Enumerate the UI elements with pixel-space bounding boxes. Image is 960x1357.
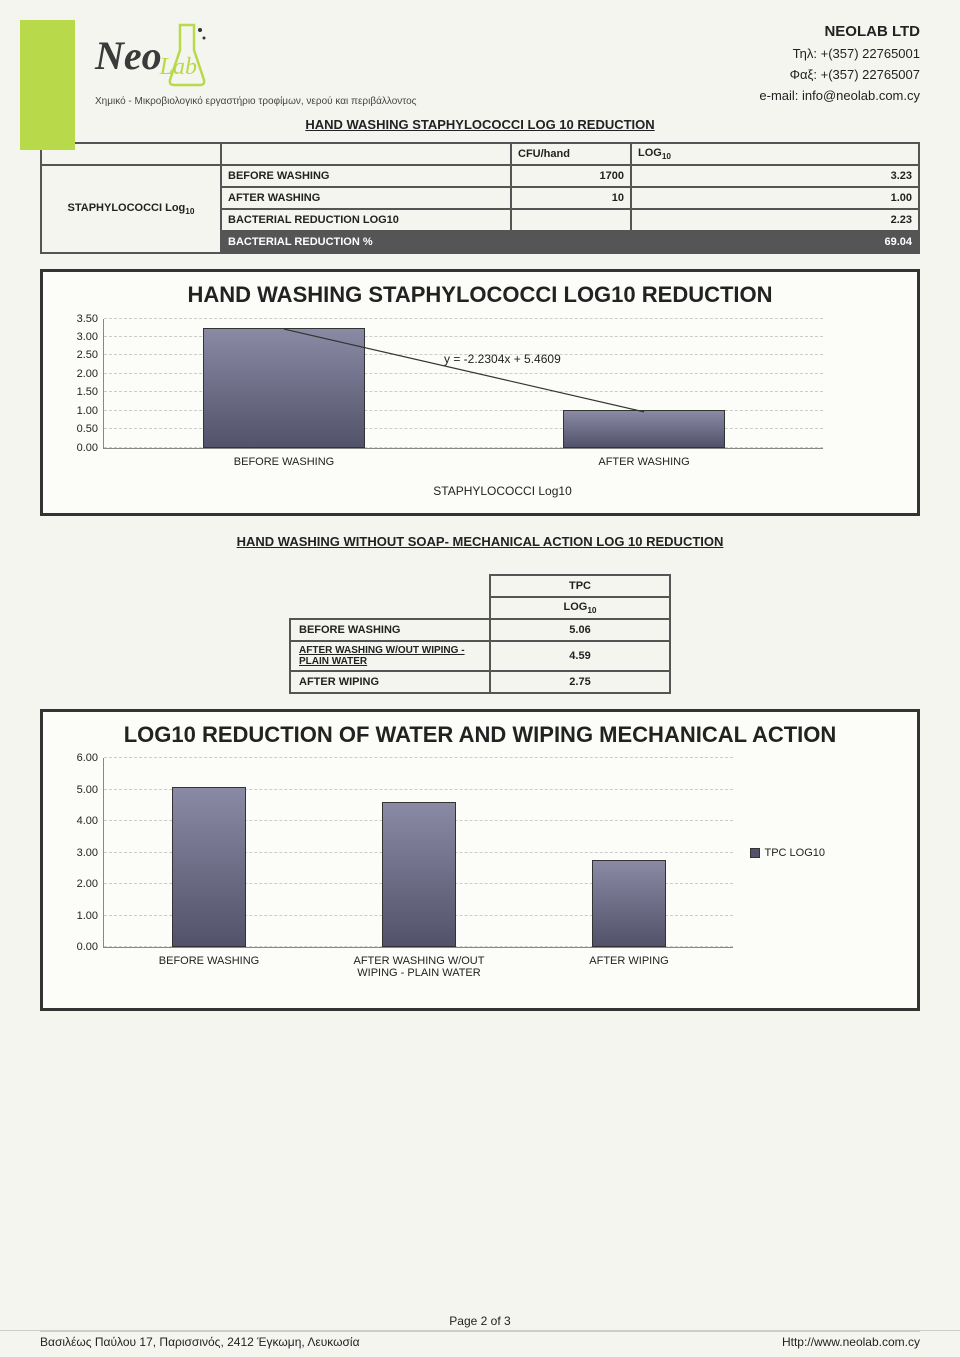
chart2-ytick: 0.00 [77,941,104,953]
chart2-ytick: 2.00 [77,878,104,890]
chart2-legend-label: TPC LOG10 [764,847,825,859]
logo-neo: Neo [95,32,162,79]
table2-r2-val: 2.75 [490,671,670,693]
table1: CFU/hand LOG10 STAPHYLOCOCCI Log10 BEFOR… [40,142,920,254]
chart2-legend-swatch [750,848,760,858]
chart2-bar [172,787,246,947]
table2-col1: TPC [490,575,670,597]
chart1-ytick: 3.00 [77,331,104,343]
chart2-bar [382,802,456,947]
table2-r0-val: 5.06 [490,619,670,641]
company-info: NEOLAB LTD Τηλ: +(357) 22765001 Φαξ: +(3… [759,20,920,107]
logo-area: Neo Lab Χημικό - Μικροβιολογικό εργαστήρ… [95,20,416,107]
chart1-xtick: AFTER WASHING [574,448,714,468]
chart1-title: HAND WASHING STAPHYLOCOCCI LOG10 REDUCTI… [58,282,902,308]
table1-r1-cfu: 10 [511,187,631,209]
company-tel: Τηλ: +(357) 22765001 [759,44,920,65]
table1-r1-label: AFTER WASHING [221,187,511,209]
logo: Neo Lab [95,20,416,90]
table1-r1-log: 1.00 [631,187,919,209]
table1-r3-log: 69.04 [631,231,919,253]
chart2-box: LOG10 REDUCTION OF WATER AND WIPING MECH… [40,709,920,1011]
chart2-ytick: 5.00 [77,784,104,796]
footer-url: Http://www.neolab.com.cy [782,1335,920,1349]
table1-r0-log: 3.23 [631,165,919,187]
chart2-gridline [104,757,733,758]
chart2-ytick: 4.00 [77,815,104,827]
footer-address: Βασιλέως Παύλου 17, Παρισσινός, 2412 Έγκ… [40,1335,360,1349]
section2-title: HAND WASHING WITHOUT SOAP- MECHANICAL AC… [40,534,920,549]
chart2-ytick: 1.00 [77,910,104,922]
chart1-ytick: 1.50 [77,386,104,398]
table2-r2-label: AFTER WIPING [290,671,490,693]
tagline: Χημικό - Μικροβιολογικό εργαστήριο τροφί… [95,96,416,107]
table2-col2: LOG10 [490,597,670,619]
table1-col1: CFU/hand [518,148,570,160]
table2-r1-val: 4.59 [490,641,670,671]
logo-lab: Lab [160,54,197,81]
chart1-ytick: 3.50 [77,313,104,325]
header: Neo Lab Χημικό - Μικροβιολογικό εργαστήρ… [95,20,920,107]
chart2-bar [592,860,666,947]
chart1-xaxis-label: STAPHYLOCOCCI Log10 [103,484,902,498]
table1-r3-cfu [511,231,631,253]
chart2-ytick: 3.00 [77,847,104,859]
chart2-xtick: AFTER WASHING W/OUT WIPING - PLAIN WATER [344,947,494,979]
chart2-xtick: AFTER WIPING [554,947,704,967]
table1-r0-cfu: 1700 [511,165,631,187]
chart1-ytick: 0.00 [77,442,104,454]
chart2-canvas: 0.001.002.003.004.005.006.00BEFORE WASHI… [103,758,802,948]
table1-r0-label: BEFORE WASHING [221,165,511,187]
chart1-ytick: 0.50 [77,423,104,435]
table2-r1-label: AFTER WASHING W/OUT WIPING - PLAIN WATER [290,641,490,671]
decorative-green-block [20,20,75,150]
table2-r0-label: BEFORE WASHING [290,619,490,641]
page-footer: Βασιλέως Παύλου 17, Παρισσινός, 2412 Έγκ… [40,1331,920,1349]
page-number: Page 2 of 3 [0,1314,960,1331]
table1-col2a: LOG [638,147,662,159]
chart2-title: LOG10 REDUCTION OF WATER AND WIPING MECH… [58,722,902,748]
chart2-ytick: 6.00 [77,752,104,764]
table1-col2b: 10 [662,152,671,161]
company-fax: Φαξ: +(357) 22765007 [759,65,920,86]
company-email: e-mail: info@neolab.com.cy [759,86,920,107]
chart1-xtick: BEFORE WASHING [214,448,354,468]
table1-r2-cfu [511,209,631,231]
section1-title: HAND WASHING STAPHYLOCOCCI LOG 10 REDUCT… [40,117,920,132]
chart1-ytick: 1.00 [77,405,104,417]
chart2-plot: 0.001.002.003.004.005.006.00BEFORE WASHI… [103,758,733,948]
chart1-box: HAND WASHING STAPHYLOCOCCI LOG10 REDUCTI… [40,269,920,515]
table1-rowlabel: STAPHYLOCOCCI Log10 [41,165,221,253]
chart1-ytick: 2.00 [77,368,104,380]
chart1-canvas: 0.000.501.001.502.002.503.003.50BEFORE W… [103,319,902,498]
chart1-ytick: 2.50 [77,349,104,361]
table1-r2-label: BACTERIAL REDUCTION LOG10 [221,209,511,231]
chart1-trendline [104,319,824,449]
company-name: NEOLAB LTD [759,20,920,44]
chart1-plot: 0.000.501.001.502.002.503.003.50BEFORE W… [103,319,823,449]
chart2-xtick: BEFORE WASHING [134,947,284,967]
table2: TPC LOG10 BEFORE WASHING 5.06 AFTER WASH… [289,574,671,694]
chart1-equation: y = -2.2304x + 5.4609 [444,352,561,366]
chart2-legend: TPC LOG10 [750,847,825,859]
table1-r3-label: BACTERIAL REDUCTION % [221,231,511,253]
table1-r2-log: 2.23 [631,209,919,231]
